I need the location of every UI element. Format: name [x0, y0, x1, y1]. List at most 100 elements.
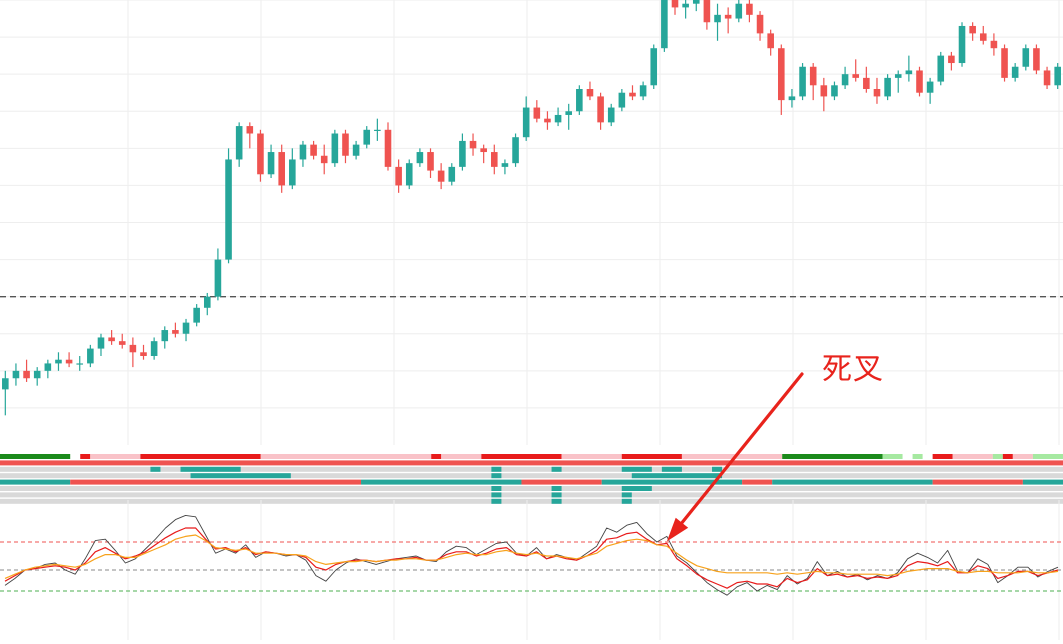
signal-strip-cell — [772, 479, 933, 485]
signal-strip-row — [0, 460, 1063, 466]
candle — [65, 352, 73, 368]
oscillator-lines — [4, 514, 1059, 596]
signal-strip-cell — [551, 466, 562, 472]
candle-body — [331, 133, 339, 164]
candle-body — [257, 133, 264, 175]
candle — [533, 100, 541, 123]
signal-strip-cell — [621, 492, 632, 498]
candle — [12, 363, 20, 386]
candle-body — [809, 66, 817, 86]
candle — [937, 51, 945, 86]
candle — [235, 122, 243, 167]
candle — [565, 103, 573, 130]
candle-body — [65, 359, 73, 364]
candle — [735, 0, 743, 23]
candle — [395, 159, 402, 193]
candle — [459, 133, 466, 171]
candle — [427, 148, 434, 178]
candle-body — [1033, 48, 1040, 71]
candle — [1033, 44, 1040, 75]
signal-strip-cell — [551, 486, 562, 491]
signal-strip-cell — [491, 473, 502, 479]
signal-strip-cell — [90, 454, 141, 459]
candle — [661, 0, 668, 52]
candle-body — [352, 144, 360, 156]
candle-body — [320, 155, 328, 164]
candle — [140, 344, 147, 360]
candle — [289, 148, 296, 190]
signal-strip-row — [0, 454, 1063, 459]
candle-body — [76, 363, 84, 365]
signal-strip-cell — [491, 486, 502, 491]
signal-strip-cell — [0, 486, 1063, 491]
candle-body — [692, 0, 700, 4]
candle-body — [799, 66, 806, 97]
candle — [948, 51, 955, 71]
candle-body — [576, 89, 583, 112]
candle-body — [374, 129, 381, 131]
signal-strip-row — [0, 473, 1063, 479]
candle-body — [278, 152, 285, 186]
candle — [363, 126, 371, 149]
arrow-head — [666, 517, 689, 542]
signal-strip-cell — [521, 479, 602, 485]
candle — [1043, 66, 1051, 89]
signal-strip-cell — [1012, 454, 1033, 459]
candle-body — [969, 25, 976, 34]
candle — [129, 337, 137, 368]
oscillator-bands — [0, 541, 1063, 592]
candle-body — [469, 140, 477, 149]
candle-body — [1043, 70, 1051, 86]
candle — [767, 29, 774, 56]
candle-body — [884, 77, 891, 97]
signal-strip-panel — [0, 454, 1063, 504]
candle — [714, 3, 721, 41]
candle-body — [958, 25, 966, 64]
candle-body — [246, 126, 254, 134]
candle-body — [618, 92, 626, 108]
candle — [629, 85, 636, 101]
candle — [501, 159, 509, 175]
candle-body — [55, 359, 62, 364]
candle-body — [533, 107, 541, 119]
candle — [852, 59, 860, 82]
signal-strip-cell — [621, 466, 652, 472]
candle — [756, 11, 764, 41]
candle — [214, 248, 222, 301]
candle-body — [384, 129, 392, 167]
price-grid — [0, 0, 1063, 445]
candle — [278, 144, 285, 193]
candle — [544, 111, 551, 130]
candle-body — [948, 55, 955, 64]
candle-body — [150, 341, 158, 356]
signal-strip-cell — [0, 473, 1063, 479]
signal-strip-cell — [782, 454, 883, 459]
candle-body — [979, 33, 987, 41]
candle-body — [661, 0, 668, 49]
candle — [990, 33, 998, 56]
candle — [76, 356, 84, 371]
signal-strip-row — [0, 492, 1063, 498]
candle — [310, 140, 317, 160]
candle — [118, 333, 126, 349]
candle-body — [639, 85, 647, 97]
candle-body — [44, 363, 52, 371]
candle-body — [512, 137, 519, 164]
candle-body — [310, 144, 317, 156]
candle — [87, 344, 94, 368]
candle-body — [299, 144, 307, 160]
candle-body — [852, 74, 860, 78]
candle — [863, 66, 870, 93]
candle — [299, 140, 307, 167]
candle-body — [724, 14, 732, 19]
signal-strip-cell — [551, 492, 562, 498]
candle-body — [586, 89, 594, 97]
candle-body — [172, 330, 179, 334]
candle — [692, 0, 700, 12]
candle-body — [607, 107, 615, 123]
signal-strip-cell — [932, 454, 953, 459]
candle-body — [118, 341, 126, 345]
candle — [267, 144, 275, 178]
signal-strip-row — [0, 498, 1063, 504]
signal-strip-cell — [361, 479, 522, 485]
